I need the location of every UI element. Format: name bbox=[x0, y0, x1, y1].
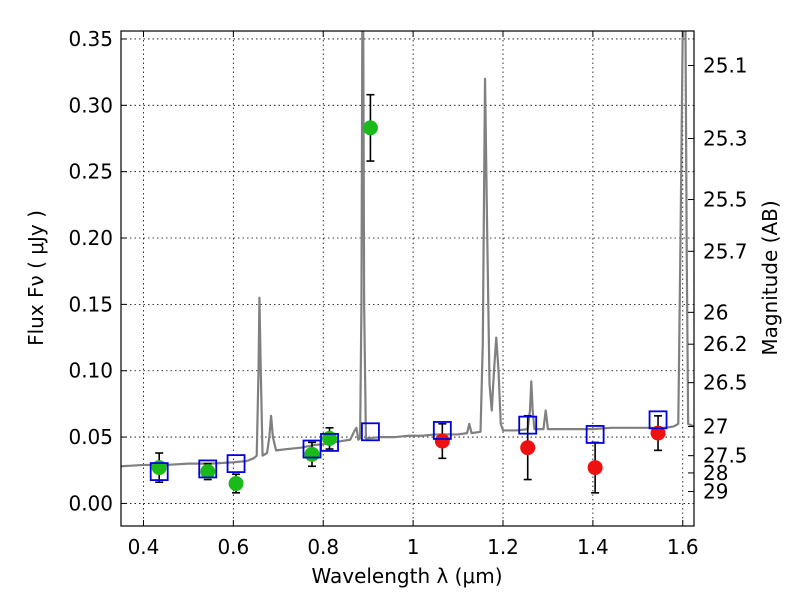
mag-tick-label: 25.5 bbox=[703, 188, 748, 212]
model-point bbox=[361, 422, 380, 442]
x-tick-label: 1.2 bbox=[487, 535, 519, 559]
mag-tick-label: 28 bbox=[703, 461, 728, 485]
y-tick-label: 0.05 bbox=[68, 425, 113, 449]
data-point bbox=[520, 440, 536, 456]
y-tick-label: 0.25 bbox=[68, 160, 113, 184]
model-point bbox=[585, 425, 605, 444]
model-point bbox=[226, 454, 246, 474]
y-tick-label: 0.35 bbox=[68, 27, 113, 51]
x-tick-label: 0.4 bbox=[128, 535, 160, 559]
model-point bbox=[149, 462, 169, 481]
plot-frame bbox=[120, 30, 695, 527]
model-point bbox=[648, 410, 668, 430]
x-tick-label: 0.6 bbox=[217, 535, 249, 559]
axes: 0.4 0.6 0.8 1 1.2 1.4 1.6 0.00 0.05 0.10 0.15 0.20 0… bbox=[68, 27, 747, 559]
data-point bbox=[650, 425, 666, 441]
x-tick-label: 0.8 bbox=[307, 535, 339, 559]
model-point bbox=[320, 432, 339, 452]
spectrum-line bbox=[121, 31, 694, 468]
data-point bbox=[200, 464, 216, 480]
y-tick-label: 0.10 bbox=[68, 359, 113, 383]
y-axis-label-right: Magnitude (AB) bbox=[758, 200, 782, 355]
data-point bbox=[434, 433, 450, 449]
x-axis-label: Wavelength λ (μm) bbox=[311, 564, 502, 588]
model-point bbox=[198, 459, 218, 479]
data-points bbox=[149, 93, 668, 494]
mag-tick-label: 27 bbox=[703, 414, 728, 438]
y-tick-label: 0.00 bbox=[68, 491, 113, 515]
y-tick-label: 0.30 bbox=[68, 93, 113, 117]
y-tick-label: 0.20 bbox=[68, 226, 113, 250]
mag-tick-label: 26 bbox=[703, 300, 728, 324]
model-point bbox=[518, 415, 538, 435]
mag-tick-label: 25.3 bbox=[703, 126, 748, 150]
mag-tick-label: 25.7 bbox=[703, 239, 748, 263]
data-point bbox=[362, 120, 378, 136]
mag-tick-label: 25.1 bbox=[703, 54, 748, 78]
data-point bbox=[587, 460, 603, 476]
x-tick-label: 1.6 bbox=[667, 535, 699, 559]
y-tick-label: 0.15 bbox=[68, 292, 113, 316]
data-point bbox=[304, 446, 320, 462]
mag-tick-label: 26.5 bbox=[703, 371, 748, 395]
y-axis-label-left: Flux Fν ( μJy ) bbox=[24, 210, 48, 346]
data-point bbox=[228, 476, 244, 492]
x-tick-label: 1.4 bbox=[577, 535, 609, 559]
x-tick-label: 1 bbox=[407, 535, 420, 559]
model-spectrum bbox=[121, 31, 694, 468]
model-point bbox=[432, 421, 452, 440]
mag-tick-label: 26.2 bbox=[703, 332, 748, 356]
grid bbox=[121, 31, 694, 526]
mag-tick-label: 27.5 bbox=[703, 444, 748, 468]
mag-tick-label: 29 bbox=[703, 479, 728, 503]
